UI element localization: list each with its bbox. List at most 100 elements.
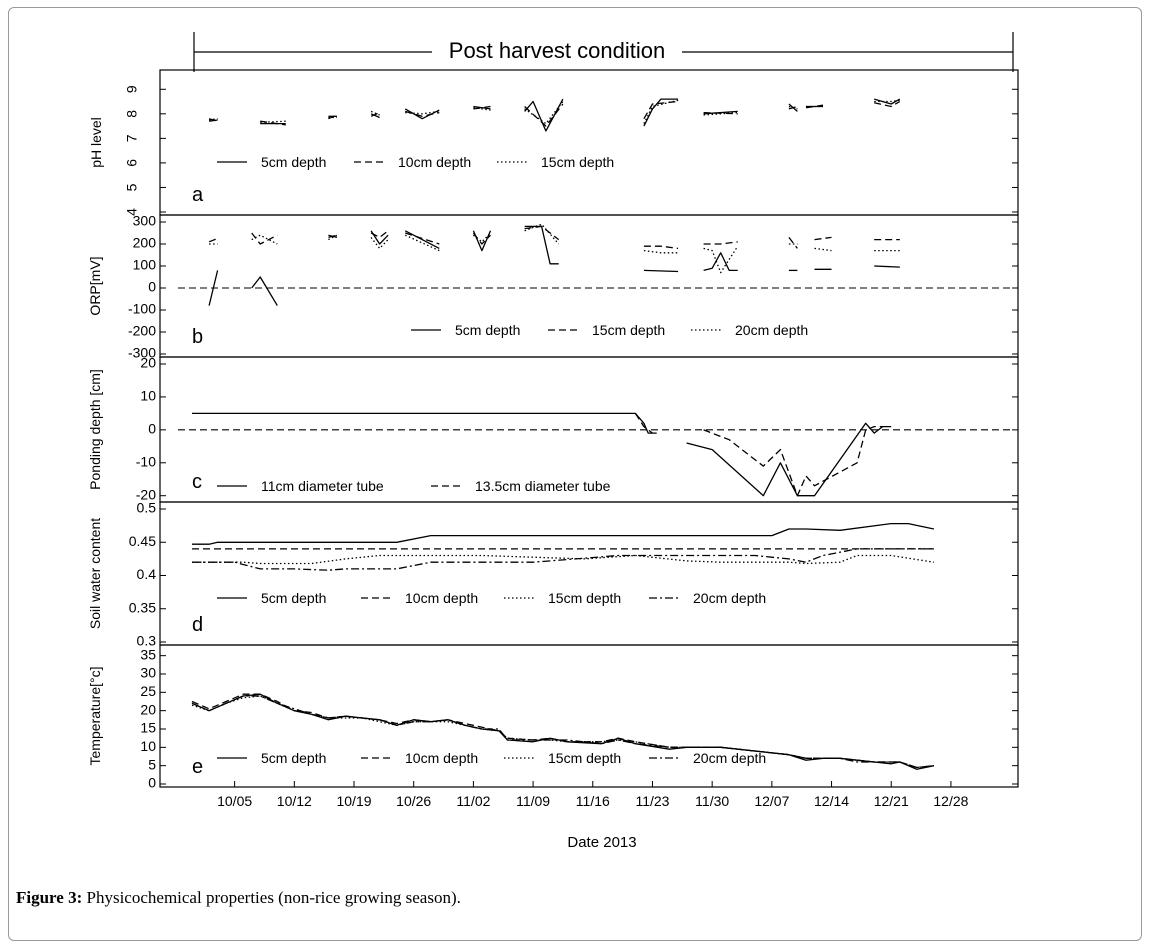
y-tick-label: 300 [133, 213, 157, 229]
x-tick-label: 11/02 [456, 793, 490, 809]
y-tick-label: 200 [133, 235, 157, 251]
y-tick-label: 5 [124, 183, 140, 191]
series-line [370, 237, 389, 250]
series-line [405, 110, 440, 117]
series-line [209, 118, 218, 121]
panel-c: -20 -10 0 10 20 Ponding depth [cm] c 11cm diame… [87, 355, 1019, 503]
x-tick-label: 12/07 [754, 793, 789, 809]
series-line [473, 105, 491, 110]
y-tick-label: 6 [124, 159, 140, 167]
y-tick-label: -200 [128, 323, 156, 339]
x-tick-label: 10/26 [396, 793, 431, 809]
series-line [251, 234, 278, 245]
y-tick-label: 9 [124, 85, 140, 93]
y-tick-label: 20 [140, 355, 156, 371]
legend-label: 5cm depth [261, 750, 326, 766]
series-line [643, 249, 679, 254]
series-0-solid [192, 412, 892, 497]
y-tick-label: 0.4 [137, 566, 157, 582]
panel-b-ylabel: ORP[mV] [87, 256, 103, 315]
legend-label: 5cm depth [261, 154, 326, 170]
series-line [703, 241, 738, 245]
series-line [370, 113, 380, 119]
panel-a-frame [159, 69, 1019, 216]
y-tick-label: 0 [148, 775, 156, 791]
series-line [814, 247, 832, 252]
series-line [524, 101, 564, 125]
series-line [703, 245, 739, 274]
legend-label: 20cm depth [693, 750, 766, 766]
series-line [788, 105, 798, 110]
series-0-solid [192, 522, 935, 545]
series-line [251, 276, 278, 306]
series-line [874, 98, 901, 105]
y-tick-label: 0.5 [137, 500, 157, 516]
panel-letter: d [192, 614, 203, 636]
series-line [191, 695, 934, 769]
series-line [404, 108, 440, 120]
x-tick-label: 11/23 [635, 793, 669, 809]
legend-label: 20cm depth [693, 590, 766, 606]
panel-d: 0.3 0.35 0.4 0.45 0.5 Soil water content d 5cm … [87, 500, 1019, 649]
legend-label: 15cm depth [548, 750, 621, 766]
series-line [370, 112, 380, 117]
panel-letter: a [192, 184, 204, 206]
x-tick-label: 12/28 [933, 793, 968, 809]
series-line [814, 236, 832, 241]
y-tick-label: 0.3 [137, 633, 157, 649]
series-line [874, 265, 900, 268]
chart-title: Post harvest condition [449, 38, 665, 63]
series-line [328, 234, 338, 239]
x-tick-label: 10/05 [217, 793, 252, 809]
series-2-dotted [209, 99, 900, 125]
series-line [404, 230, 440, 249]
figure-caption: Figure 3: Physicochemical properties (no… [16, 888, 461, 908]
series-line [634, 413, 653, 434]
series-line [874, 100, 901, 108]
panel-e-frame [159, 644, 1019, 788]
legend-label: 5cm depth [261, 590, 326, 606]
y-tick-label: 35 [140, 646, 156, 662]
y-tick-label: 5 [148, 756, 156, 772]
series-3-dashdot [192, 548, 934, 571]
series-line [473, 107, 491, 111]
x-tick-label: 11/16 [576, 793, 610, 809]
x-tick-label: 11/09 [516, 793, 550, 809]
legend-label: 13.5cm diameter tube [475, 478, 611, 494]
series-1-dashed [634, 413, 883, 497]
legend-label: 5cm depth [455, 322, 520, 338]
panel-b-frame [159, 214, 1019, 358]
panel-e-ylabel: Temperature[°c] [87, 667, 103, 766]
caption-label: Figure 3: [16, 888, 83, 907]
series-line [251, 232, 278, 245]
panel-letter: b [192, 326, 203, 348]
y-tick-label: -20 [136, 486, 156, 502]
x-tick-label: 12/21 [874, 793, 909, 809]
y-tick-label: 10 [140, 388, 156, 404]
series-0-solid [208, 225, 900, 306]
series-line [404, 234, 440, 252]
y-tick-label: 0.45 [129, 533, 156, 549]
series-line [703, 425, 883, 497]
series-line [874, 99, 900, 103]
series-line [472, 232, 491, 245]
panel-c-ylabel: Ponding depth [cm] [87, 369, 103, 490]
figure-frame [8, 7, 1142, 941]
series-1-dashed [208, 225, 900, 250]
y-tick-label: 30 [140, 665, 156, 681]
panel-e: 0 5 10 15 20 25 30 35 Temperature[°c] e 5cm depth 1… [87, 644, 1019, 791]
y-tick-label: 25 [140, 683, 156, 699]
title-bracket: Post harvest condition [193, 32, 1014, 72]
series-line [405, 232, 440, 245]
series-line [328, 234, 338, 241]
series-2-dotted [192, 554, 935, 565]
legend-label: 10cm depth [405, 750, 478, 766]
panel-a: 4 5 6 7 8 9 pH level a 5cm depth 10cm depth 15cm d… [88, 69, 1019, 216]
series-line [473, 105, 491, 110]
series-line [370, 230, 389, 245]
series-line [643, 98, 679, 127]
series-line [192, 548, 934, 571]
legend-label: 15cm depth [548, 590, 621, 606]
panel-d-ylabel: Soil water content [87, 518, 103, 629]
